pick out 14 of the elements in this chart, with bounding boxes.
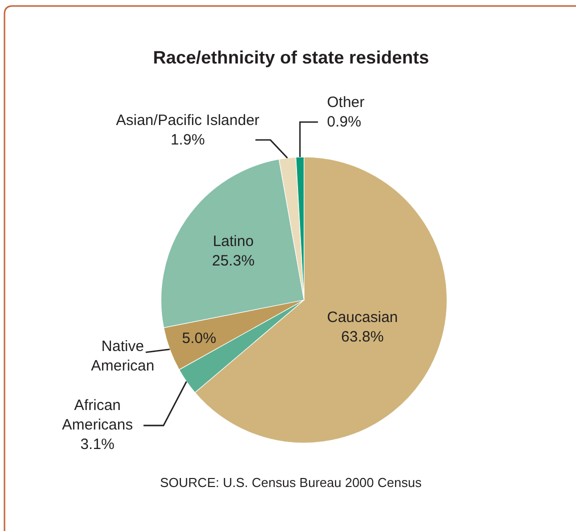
data-label: 0.9% — [327, 114, 362, 130]
chart-title: Race/ethnicity of state residents — [152, 47, 430, 68]
data-label: 3.1% — [80, 436, 115, 453]
data-label: 1.9% — [170, 132, 205, 148]
data-label: 5.0% — [182, 330, 216, 347]
data-label: 25.3% — [212, 252, 255, 270]
slice-label: Other — [327, 94, 365, 111]
slice-label: African Americans — [62, 397, 133, 434]
slice-label: Latino — [212, 233, 254, 250]
slice-label: Native American — [91, 338, 154, 374]
data-label: 63.8% — [341, 328, 384, 346]
slice-label: Asian/Pacific Islander — [116, 112, 260, 129]
slice-label: Caucasian — [327, 309, 398, 326]
source-note: SOURCE: U.S. Census Bureau 2000 Census — [160, 475, 422, 490]
